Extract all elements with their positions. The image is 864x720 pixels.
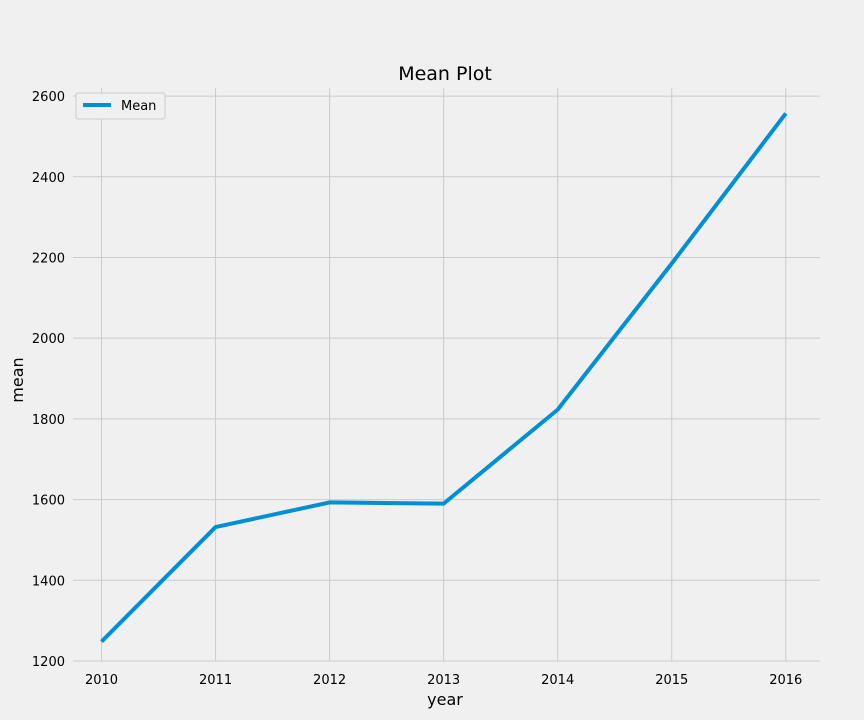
legend-box (75, 92, 166, 120)
x-ticks: 2010 2011 2012 2013 2014 2015 2016 (85, 673, 802, 688)
y-ticks: 1200 1400 1600 1800 2000 2200 2400 2600 (32, 90, 65, 670)
x-tick-label: 2010 (85, 673, 118, 688)
x-tick-label: 2011 (199, 673, 232, 688)
y-tick-label: 2400 (32, 171, 65, 186)
y-tick-label: 1200 (32, 655, 65, 670)
grid (73, 88, 820, 662)
y-tick-label: 1400 (32, 574, 65, 589)
x-tick-label: 2014 (541, 673, 574, 688)
x-axis-label: year (427, 690, 463, 709)
y-axis-label: mean (8, 357, 27, 402)
y-tick-label: 2600 (32, 90, 65, 105)
y-tick-label: 1800 (32, 413, 65, 428)
y-tick-label: 1600 (32, 494, 65, 509)
legend: Mean (75, 92, 166, 120)
x-tick-label: 2016 (769, 673, 802, 688)
y-tick-label: 2200 (32, 251, 65, 266)
chart-title: Mean Plot (398, 63, 492, 85)
legend-label-mean: Mean (121, 99, 156, 114)
x-tick-label: 2013 (427, 673, 460, 688)
series (100, 112, 788, 644)
x-tick-label: 2015 (655, 673, 688, 688)
y-tick-label: 2000 (32, 332, 65, 347)
x-tick-label: 2012 (313, 673, 346, 688)
